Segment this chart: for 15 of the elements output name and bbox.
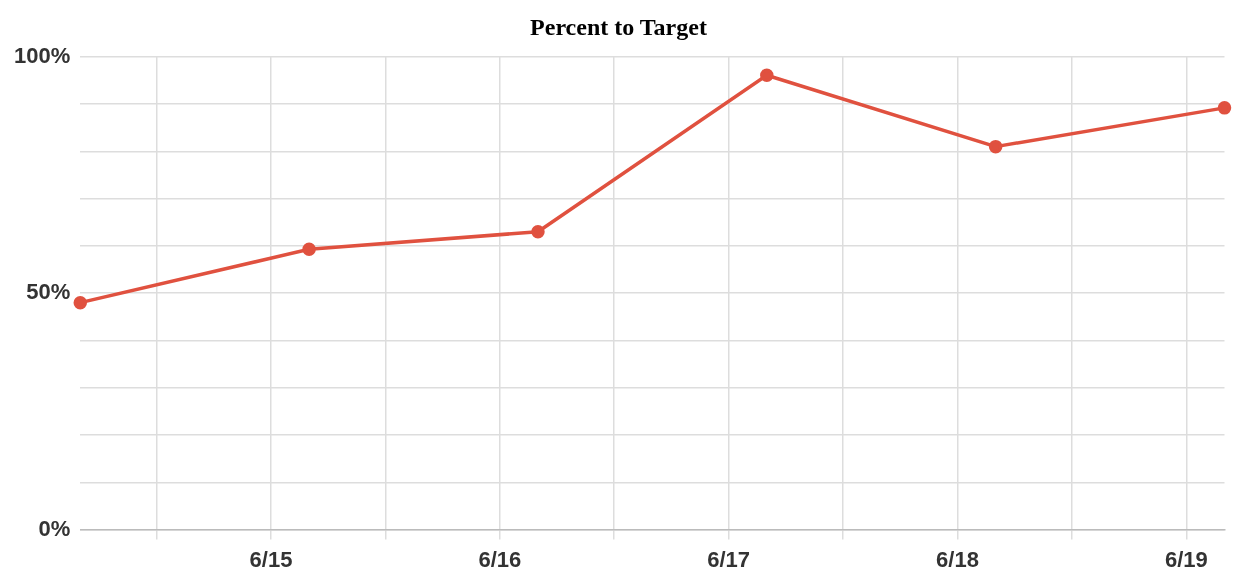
point	[760, 68, 774, 82]
point	[531, 224, 545, 239]
point	[302, 242, 316, 256]
y-tick-label: 0%	[38, 515, 71, 541]
x-tick-label: 6/17	[707, 546, 751, 572]
x-tick-label: 6/19	[1164, 546, 1208, 572]
x-tick-label: 6/15	[249, 546, 293, 572]
x-tick-label: 6/16	[478, 546, 522, 572]
y-tick-label: 50%	[26, 279, 71, 305]
point	[73, 295, 88, 310]
y-tick-label: 100%	[13, 42, 71, 68]
chart-title: Percent to Target	[530, 13, 707, 40]
x-tick-label: 6/18	[936, 546, 979, 572]
point	[988, 139, 1003, 154]
point	[1217, 101, 1232, 115]
